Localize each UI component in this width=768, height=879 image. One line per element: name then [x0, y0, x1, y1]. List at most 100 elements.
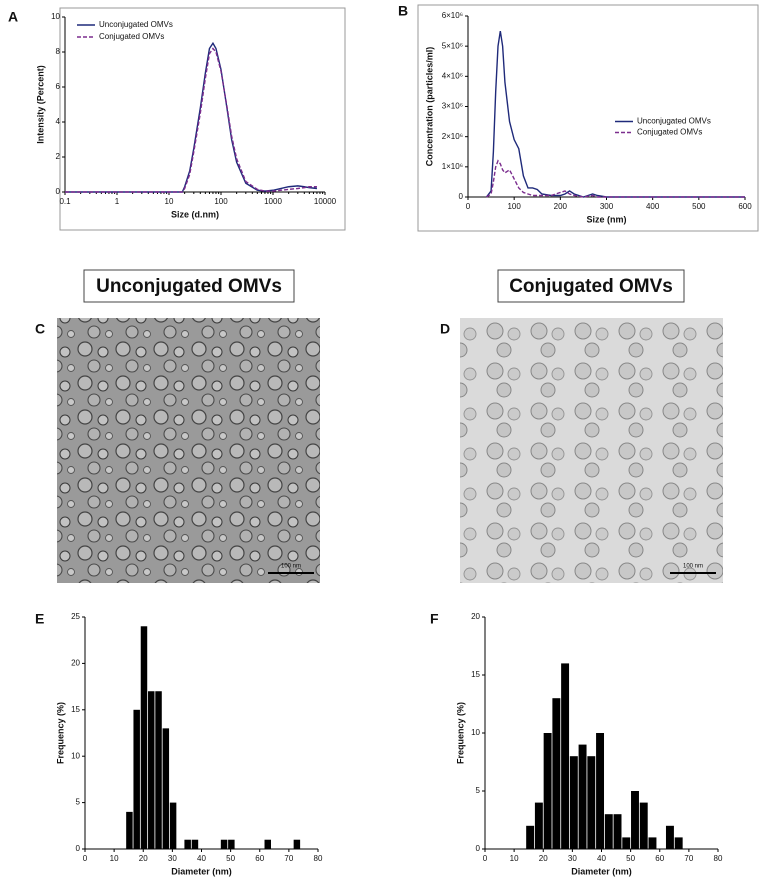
bar	[622, 837, 631, 849]
panel-frame	[59, 7, 346, 231]
heading-frame	[497, 269, 685, 303]
x-tick-label: 30	[568, 854, 577, 863]
series-line	[485, 30, 745, 198]
y-tick-label: 25	[71, 612, 80, 621]
bar	[526, 825, 535, 849]
x-tick-label: 10000	[314, 197, 337, 206]
bar	[674, 837, 683, 849]
bar	[191, 839, 199, 849]
y-tick-label: 8	[56, 47, 61, 56]
y-tick-label: 1×10⁶	[442, 162, 463, 171]
legend-label: Unconjugated OMVs	[637, 117, 711, 126]
heading: Conjugated OMVs	[509, 276, 673, 297]
y-tick-label: 2	[56, 152, 61, 161]
y-axis-label: Intensity (Percent)	[35, 65, 45, 144]
x-tick-label: 100	[507, 202, 521, 211]
bar	[604, 814, 613, 849]
y-tick-label: 6	[56, 82, 61, 91]
bar	[631, 791, 639, 849]
bar	[596, 733, 605, 849]
x-tick-label: 10	[110, 854, 119, 863]
x-tick-label: 20	[539, 854, 548, 863]
bar	[534, 802, 543, 849]
y-tick-label: 5	[476, 786, 481, 795]
x-tick-label: 1000	[264, 197, 282, 206]
x-tick-label: 300	[600, 202, 614, 211]
x-axis-label: Diameter (nm)	[171, 866, 232, 876]
panel-letter: F	[430, 611, 439, 627]
x-tick-label: 500	[692, 202, 706, 211]
bar	[587, 756, 596, 849]
bar	[665, 825, 674, 849]
x-tick-label: 60	[655, 854, 664, 863]
x-tick-label: 50	[626, 854, 635, 863]
micrograph-haze	[460, 318, 723, 583]
y-tick-label: 5	[76, 798, 81, 807]
bar	[155, 691, 162, 849]
bar	[569, 756, 578, 849]
scale-label: 100 nm	[683, 564, 703, 570]
bar	[578, 744, 587, 849]
bar	[169, 802, 177, 849]
series-line	[65, 47, 317, 193]
y-tick-label: 4×10⁶	[442, 71, 463, 80]
series-line	[486, 159, 745, 198]
y-tick-label: 0	[56, 187, 61, 196]
heading: Unconjugated OMVs	[96, 276, 282, 297]
x-axis-label: Diameter (nm)	[571, 866, 632, 876]
x-tick-label: 20	[139, 854, 148, 863]
bar	[264, 839, 271, 849]
panel-frame	[417, 4, 759, 232]
y-tick-label: 5×10⁶	[442, 41, 463, 50]
bar	[148, 691, 155, 849]
y-tick-label: 10	[471, 728, 480, 737]
panel-letter: A	[8, 9, 18, 25]
x-tick-label: 70	[284, 854, 293, 863]
x-tick-label: 60	[255, 854, 264, 863]
x-tick-label: 1	[115, 197, 120, 206]
x-tick-label: 600	[738, 202, 752, 211]
x-tick-label: 80	[314, 854, 323, 863]
x-tick-label: 0.1	[59, 197, 71, 206]
legend-label: Conjugated OMVs	[99, 32, 164, 41]
bar	[293, 839, 301, 849]
panel-letter: B	[398, 3, 408, 19]
bar	[552, 698, 561, 849]
x-tick-label: 10	[510, 854, 519, 863]
heading-frame	[83, 269, 295, 303]
y-axis-label: Frequency (%)	[455, 702, 465, 764]
bar	[613, 814, 622, 849]
bar	[561, 663, 570, 849]
x-tick-label: 0	[483, 854, 488, 863]
y-tick-label: 0	[459, 192, 464, 201]
y-tick-label: 20	[71, 659, 80, 668]
y-tick-label: 20	[471, 612, 480, 621]
x-tick-label: 50	[226, 854, 235, 863]
panel-letter: C	[35, 321, 45, 337]
panel-letter: D	[440, 321, 450, 337]
x-tick-label: 70	[684, 854, 693, 863]
bar	[228, 839, 235, 849]
panel-letter: E	[35, 611, 44, 627]
y-axis-label: Concentration (particles/ml)	[424, 47, 434, 167]
bar	[133, 709, 140, 849]
y-tick-label: 10	[71, 751, 80, 760]
scale-label: 100 nm	[281, 564, 301, 570]
micrograph	[460, 318, 723, 583]
x-tick-label: 10	[165, 197, 174, 206]
y-tick-label: 4	[56, 117, 61, 126]
y-axis-label: Frequency (%)	[55, 702, 65, 764]
x-tick-label: 0	[466, 202, 471, 211]
x-tick-label: 100	[214, 197, 228, 206]
legend-label: Conjugated OMVs	[637, 128, 702, 137]
bar	[140, 626, 148, 849]
x-tick-label: 80	[714, 854, 723, 863]
x-tick-label: 0	[83, 854, 88, 863]
bar	[648, 837, 657, 849]
y-tick-label: 0	[476, 844, 481, 853]
y-tick-label: 0	[76, 844, 81, 853]
legend-label: Unconjugated OMVs	[99, 20, 173, 29]
bar	[220, 839, 228, 849]
x-tick-label: 40	[197, 854, 206, 863]
